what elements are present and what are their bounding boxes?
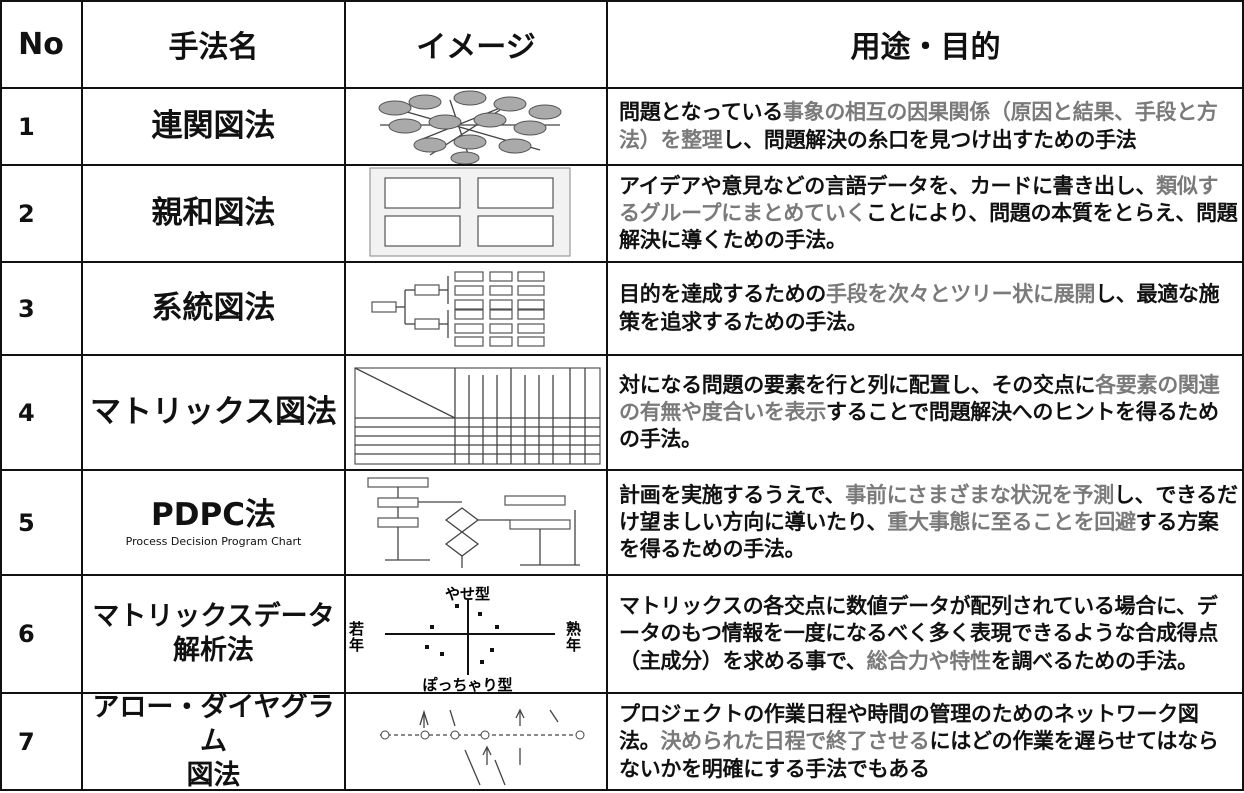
description-segment: し、最適な施策を追求するための手法。 <box>619 282 1220 334</box>
description-segment: 総合力や特性 <box>866 648 992 673</box>
image-label: 若年 <box>349 619 365 654</box>
description-segment: 決められた日程で終了させる <box>660 729 930 754</box>
name-subtitle: Process Decision Program Chart <box>125 535 302 548</box>
name-line: アロー・ダイヤグラム <box>92 692 335 758</box>
method-name: PDPC法 Process Decision Program Chart <box>82 470 345 575</box>
description-segment: 目的を達成するための <box>619 282 826 307</box>
name-line: 連関図法 <box>151 108 276 145</box>
description: アイデアや意見などの言語データを、カードに書き出し、類似するグループにまとめてい… <box>607 165 1244 262</box>
image-pdpc <box>367 477 580 568</box>
description-text: アイデアや意見などの言語データを、カードに書き出し、類似するグループにまとめてい… <box>619 173 1238 255</box>
name-line: マトリックスデータ <box>92 601 335 633</box>
method-name: 系統図法 <box>82 262 345 355</box>
row-number: 4 <box>18 398 35 427</box>
image-pca <box>385 600 555 675</box>
header-cell: 用途・目的 <box>850 30 1001 65</box>
description-segment: アイデアや意見などの言語データを、カードに書き出し、 <box>619 173 1157 198</box>
description-segment: 問題となっている <box>619 100 783 125</box>
description-segment: し、できるだけ望ましい方向に導いたり、 <box>619 482 1238 534</box>
description: 問題となっている事象の相互の因果関係（原因と結果、手段と方法）を整理し、問題解決… <box>607 88 1244 165</box>
method-name: マトリックスデータ 解析法 <box>82 575 345 693</box>
row-number: 1 <box>18 112 35 141</box>
row-number: 6 <box>18 620 35 648</box>
image-relation <box>378 90 562 165</box>
description-segment: 対になる問題の要素を行と列に配置し、その交点に <box>619 372 1096 397</box>
description: 目的を達成するための手段を次々とツリー状に展開し、最適な施策を追求するための手法… <box>607 262 1244 355</box>
name-line: 親和図法 <box>151 195 276 232</box>
method-name: 連関図法 <box>82 88 345 165</box>
description-segment: 重大事態に至ることを回避 <box>887 509 1136 534</box>
row-number: 2 <box>18 199 35 228</box>
image-label: ぽっちゃり型 <box>422 675 513 694</box>
row-number: 3 <box>18 294 35 323</box>
row-number: 5 <box>18 508 35 537</box>
name-line: 系統図法 <box>151 290 276 327</box>
description-segment: することで問題解決へのヒントを得るための手法。 <box>619 399 1219 452</box>
header-cell: イメージ <box>416 30 536 65</box>
name-line: 図法 <box>186 759 241 791</box>
image-affinity <box>369 167 571 257</box>
description-segment: 各要素の関連の有無や度合いを表示 <box>619 372 1220 424</box>
image-tree <box>371 271 545 347</box>
description-segment: マトリックスの各交点に数値データが配列されている場合に、データのもつ情報を一度に… <box>619 594 1219 673</box>
image-arrow <box>380 708 585 786</box>
row-number: 7 <box>18 728 35 756</box>
image-matrix <box>354 367 601 465</box>
description-text: プロジェクトの作業日程や時間の管理のためのネットワーク図法。決められた日程で終了… <box>619 701 1238 783</box>
description-text: 計画を実施するうえで、事前にさまざまな状況を予測し、できるだけ望ましい方向に導い… <box>619 482 1238 564</box>
description: プロジェクトの作業日程や時間の管理のためのネットワーク図法。決められた日程で終了… <box>607 693 1244 791</box>
description-segment: ことにより、問題の本質をとらえ、問題解決に導くための手法。 <box>619 200 1238 253</box>
description-segment: 事象の相互の因果関係（原因と結果、手段と方法）を整理 <box>619 100 1218 152</box>
header-cell: No <box>18 26 64 62</box>
description-text: 目的を達成するための手段を次々とツリー状に展開し、最適な施策を追求するための手法… <box>619 281 1238 336</box>
description-segment: 手段を次々とツリー状に展開 <box>826 282 1096 307</box>
image-label: やせ型 <box>444 584 490 603</box>
name-line: 解析法 <box>173 635 254 666</box>
name-line: PDPC法 <box>151 497 276 534</box>
description-segment: 事前にさまざまな状況を予測 <box>845 482 1114 507</box>
description-segment: を調べるための手法。 <box>990 648 1198 673</box>
method-name: アロー・ダイヤグラム 図法 <box>82 692 345 791</box>
description-segment: する方案を得るための手法。 <box>619 509 1219 562</box>
description: 計画を実施するうえで、事前にさまざまな状況を予測し、できるだけ望ましい方向に導い… <box>607 470 1244 575</box>
description-segment: プロジェクトの作業日程や時間の管理のためのネットワーク図法。 <box>619 702 1199 754</box>
header-cell: 手法名 <box>168 30 259 65</box>
description-text: マトリックスの各交点に数値データが配列されている場合に、データのもつ情報を一度に… <box>619 593 1238 675</box>
description-text: 対になる問題の要素を行と列に配置し、その交点に各要素の関連の有無や度合いを表示す… <box>619 372 1238 454</box>
description-segment: にはどの作業を遅らせてはならないかを明確にする手法でもある <box>619 729 1219 781</box>
description-segment: し、問題解決の糸口を見つけ出すための手法 <box>722 127 1137 152</box>
image-label: 熟年 <box>566 619 582 654</box>
method-name: 親和図法 <box>82 165 345 262</box>
description-text: 問題となっている事象の相互の因果関係（原因と結果、手段と方法）を整理し、問題解決… <box>619 99 1238 154</box>
description-segment: 類似するグループにまとめていく <box>619 173 1219 225</box>
method-name: マトリックス図法 <box>82 355 345 470</box>
description: 対になる問題の要素を行と列に配置し、その交点に各要素の関連の有無や度合いを表示す… <box>607 355 1244 470</box>
name-line: マトリックス図法 <box>89 394 338 431</box>
description-segment: 計画を実施するうえで、 <box>619 482 846 507</box>
description: マトリックスの各交点に数値データが配列されている場合に、データのもつ情報を一度に… <box>607 575 1244 693</box>
